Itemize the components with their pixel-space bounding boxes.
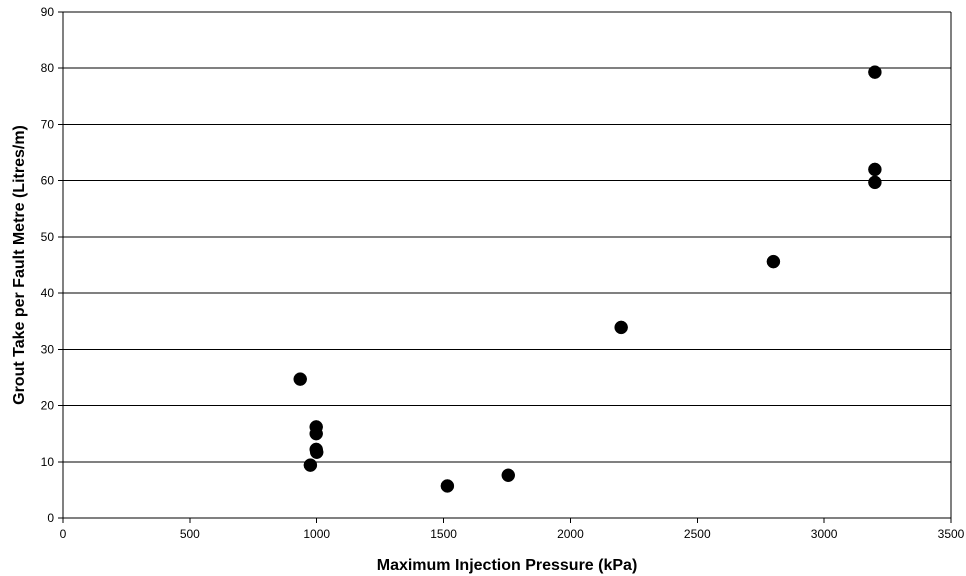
y-tick-label: 60 [41, 174, 55, 188]
data-point [766, 254, 781, 269]
data-point [309, 445, 324, 459]
data-point [614, 320, 628, 335]
y-tick-label: 0 [47, 511, 54, 525]
x-axis-title: Maximum Injection Pressure (kPa) [377, 557, 638, 574]
data-point [440, 479, 455, 493]
x-tick-label: 3000 [811, 527, 838, 541]
data-point [293, 372, 307, 386]
data-point [868, 175, 882, 190]
y-tick-label: 50 [41, 230, 55, 244]
y-tick-label: 80 [41, 61, 55, 75]
y-tick-label: 90 [41, 5, 55, 19]
data-point [868, 65, 882, 79]
x-tick-label: 2500 [684, 527, 711, 541]
x-tick-label: 2000 [557, 527, 584, 541]
x-tick-label: 500 [180, 527, 200, 541]
x-tick-label: 1500 [430, 527, 457, 541]
tick-labels: 0 10 20 30 40 50 60 70 80 90 0 500 1000 1500 2000 2500 3… [41, 5, 965, 541]
data-points [293, 65, 882, 493]
axes [58, 11, 952, 523]
data-point [501, 468, 516, 483]
y-tick-label: 40 [41, 286, 55, 300]
gridlines [63, 11, 951, 463]
data-point [303, 458, 318, 472]
y-tick-label: 30 [41, 342, 55, 356]
x-tick-label: 3500 [938, 527, 965, 541]
y-tick-label: 20 [41, 399, 55, 413]
y-tick-label: 70 [41, 117, 55, 131]
y-axis-title: Grout Take per Fault Metre (Litres/m) [11, 125, 28, 405]
data-point [868, 162, 882, 177]
y-tick-label: 10 [41, 455, 55, 469]
data-point [309, 426, 323, 441]
x-tick-label: 0 [60, 527, 67, 541]
x-tick-label: 1000 [303, 527, 330, 541]
